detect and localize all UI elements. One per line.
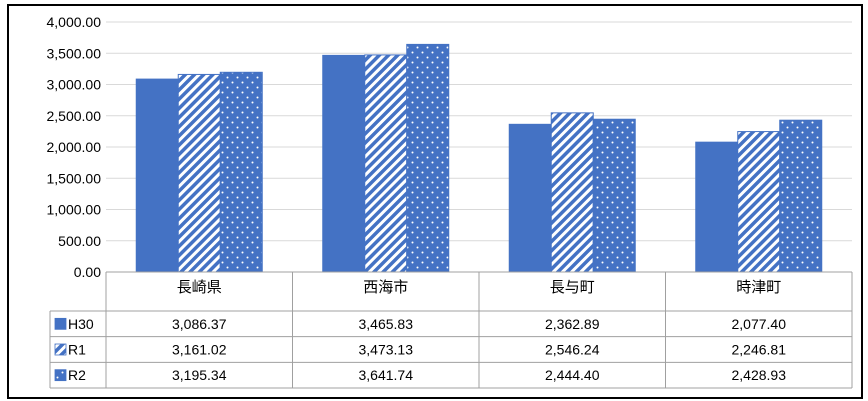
y-tick-label: 3,000.00 [47,77,102,93]
bar-r1-4 [737,131,781,273]
legend-key-r1 [54,343,67,356]
legend-key-h30 [54,317,67,330]
y-tick-label: 1,000.00 [47,202,102,218]
y-tick-label: 3,500.00 [47,45,102,61]
category-label: 長与町 [550,279,595,296]
bar-h30-3 [508,123,552,273]
bar-r2-1 [219,71,263,273]
bar-h30-1 [135,78,179,273]
data-table-cell: 3,465.83 [359,316,414,332]
y-tick-label: 0.00 [74,264,101,280]
bars [135,43,823,273]
data-table-cell: 3,641.74 [359,367,414,383]
data-table-cell: 3,195.34 [172,367,227,383]
data-table-cell: 2,444.40 [545,367,600,383]
data-table-cell: 2,246.81 [732,342,787,358]
bar-r1-3 [550,112,594,273]
bar-r1-1 [177,73,221,273]
series-label: H30 [68,316,94,332]
y-tick-label: 500.00 [58,233,101,249]
series-label: R1 [68,342,86,358]
bar-r2-4 [779,119,823,273]
y-tick-label: 2,000.00 [47,139,102,155]
data-table-cell: 3,161.02 [172,342,227,358]
data-table: 長崎県 西海市 長与町 時津町 H30 3,086.37 3,465.83 2,362.89 2… [49,271,853,389]
category-label: 長崎県 [177,279,222,296]
bar-r2-2 [406,43,450,273]
y-tick-label: 1,500.00 [47,170,102,186]
bar-h30-2 [322,54,366,273]
bar-r2-3 [592,118,636,273]
series-label: R2 [68,367,86,383]
bar-r1-2 [364,54,408,273]
category-label: 時津町 [736,279,781,296]
y-axis: 0.00 500.00 1,000.00 1,500.00 2,000.00 2,500.… [47,14,102,280]
data-table-cell: 2,546.24 [545,342,600,358]
data-table-cell: 2,077.40 [732,316,787,332]
y-tick-label: 2,500.00 [47,108,102,124]
data-table-cell: 3,473.13 [359,342,414,358]
legend-key-r2 [54,369,67,382]
y-tick-label: 4,000.00 [47,14,102,30]
data-table-cell: 2,428.93 [732,367,787,383]
data-table-cell: 2,362.89 [545,316,600,332]
bar-h30-4 [695,141,739,273]
category-label: 西海市 [363,279,408,296]
data-table-cell: 3,086.37 [172,316,227,332]
